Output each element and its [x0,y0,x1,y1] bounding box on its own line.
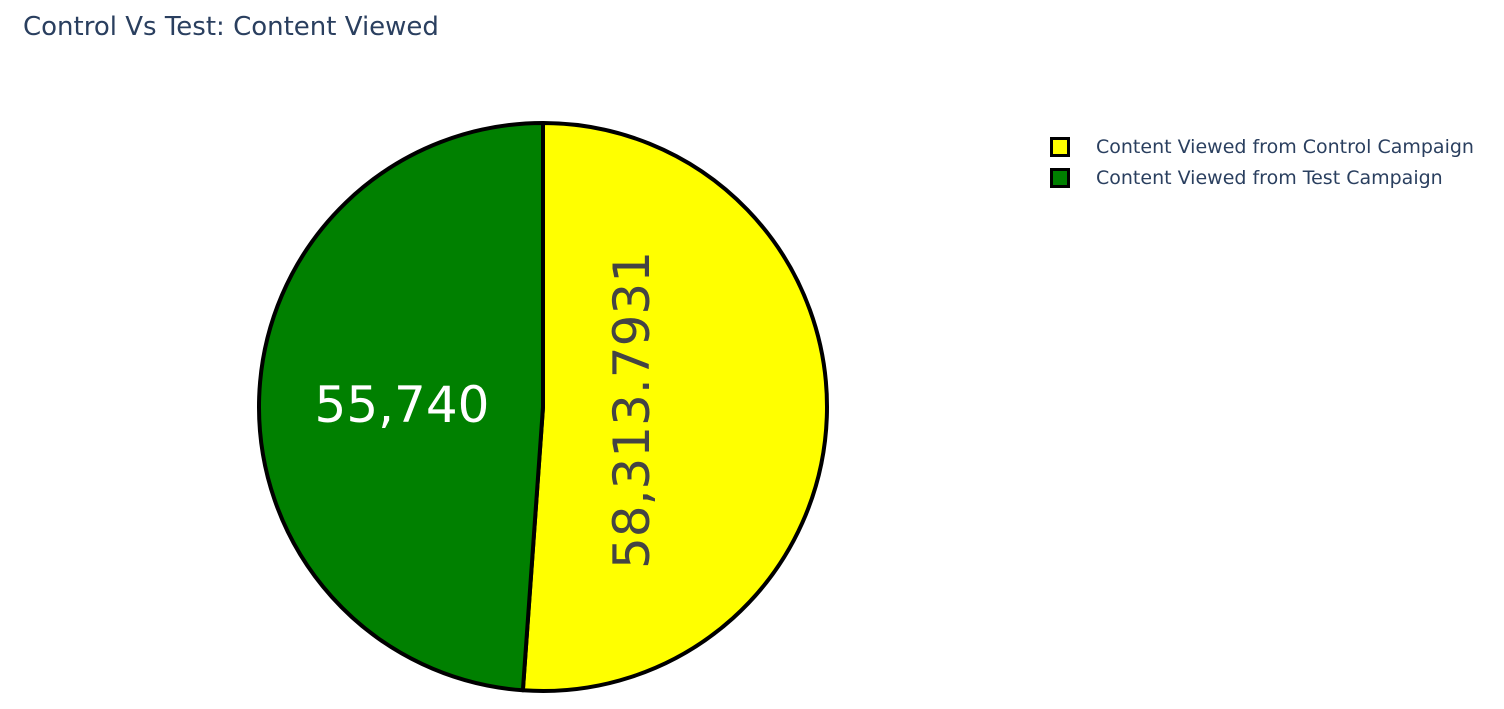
slice-label-control: 58,313.7931 [603,251,661,569]
legend-swatch-control [1050,137,1070,157]
legend-label-test: Content Viewed from Test Campaign [1096,167,1443,189]
chart-title: Control Vs Test: Content Viewed [23,12,439,42]
legend-label-control: Content Viewed from Control Campaign [1096,136,1474,158]
pie-slice-test[interactable] [257,121,545,693]
pie-slice-control[interactable] [520,121,829,693]
legend-swatch-test [1050,168,1070,188]
pie-slices [257,121,829,693]
slice-label-test: 55,740 [315,376,490,434]
